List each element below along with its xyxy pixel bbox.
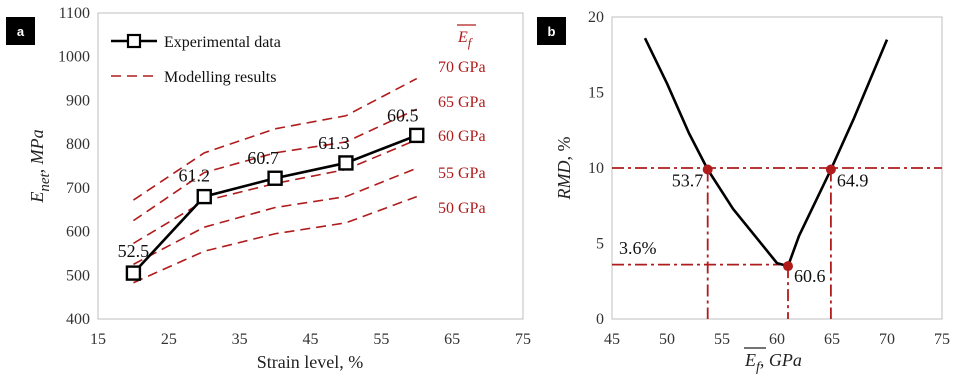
panel-b-y-tick-label: 5 [596,236,604,253]
panel-a-x-tick-label: 15 [90,331,106,348]
panel-a-y-tick-label: 1000 [58,49,90,66]
experimental-data-label: 60.7 [247,148,279,168]
rmd-minimum-label: 3.6% [619,238,657,258]
panel-a-label-badge [6,17,35,45]
experimental-data-label: 60.5 [387,105,419,125]
panel-b-label: b [548,24,556,39]
panel-a-y-tick-label: 600 [66,224,90,241]
panel-a-x-tick-label: 25 [161,331,177,348]
panel-b-y-tick-label: 15 [588,85,604,102]
modelling-curve-label: 65 GPa [438,94,486,111]
experimental-data-label: 61.3 [318,133,350,153]
panel-b-x-tick-label: 70 [879,331,895,348]
rmd-key-point [783,261,793,272]
panel-a-y-tick-label: 700 [66,180,90,197]
modelling-curve [133,195,418,284]
panel-b-y-tick-label: 20 [588,9,604,26]
modelling-curve [133,139,418,245]
panel-b-y-axis-title: RMD, % [554,137,574,201]
panel-b-x-tick-label: 50 [659,331,675,348]
panel-a-y-tick-label: 800 [66,136,90,153]
panel-a-y-tick-label: 900 [66,92,90,109]
legend-modelling-label: Modelling results [164,69,276,86]
modelling-curve-label: 70 GPa [438,59,486,76]
panel-b-x-tick-label: 65 [824,331,840,348]
modelling-curve [132,108,418,222]
panel-a-y-tick-label: 500 [66,267,90,284]
experimental-data-label: 61.2 [179,166,211,186]
panel-b-x-tick-label: 60 [769,331,785,348]
modelling-curve-label: 55 GPa [438,165,486,182]
rmd-key-point-label: 53.7 [672,171,704,191]
experimental-point [196,188,212,205]
panel-a-x-tick-label: 45 [303,331,319,348]
legend-experimental-label: Experimental data [164,34,281,51]
experimental-point [338,155,354,171]
modelling-curve-label: 50 GPa [438,200,486,217]
panel-a-y-axis-title: Enet, MPa [27,129,53,203]
panel-b: b 0 5 10 15 20 45 50 55 60 65 70 75 RMD, % Ef, GPa 53.7… [537,9,950,374]
experimental-point [267,170,283,186]
panel-a-plot-frame [97,12,524,320]
panel-b-x-tick-label: 75 [934,331,950,348]
panel-a-x-tick-label: 55 [373,331,389,348]
experimental-point [125,265,142,281]
panel-a-x-axis-title: Strain level, % [257,352,363,372]
modelling-curve-label: 60 GPa [438,128,486,145]
panel-b-label-badge [537,17,566,45]
panel-a: a 400 500 600 700 800 900 1000 1100 15 25 35 45 55 65 7… [6,5,531,372]
experimental-point [409,127,425,144]
panel-a-y-tick-label: 400 [66,311,90,328]
modelling-curve [132,77,418,201]
rmd-key-point-label: 60.6 [794,266,826,286]
panel-a-x-tick-label: 35 [232,331,248,348]
panel-a-x-tick-label: 75 [515,331,531,348]
panel-b-x-tick-label: 45 [604,331,620,348]
panel-b-y-tick-label: 10 [588,160,604,177]
panel-b-x-tick-label: 55 [714,331,730,348]
legend-title: Ef [457,29,474,50]
panel-a-label: a [17,24,25,39]
panel-a-y-tick-label: 1100 [59,5,90,22]
panel-b-y-tick-label: 0 [596,311,604,328]
rmd-key-point [825,164,836,175]
rmd-curve [643,37,889,268]
modelling-curve [133,167,418,266]
experimental-data-label: 52.5 [118,241,150,261]
panel-b-x-axis-title: Ef, GPa [744,350,802,374]
panel-a-x-tick-label: 65 [444,331,460,348]
legend-experimental-marker [126,33,142,49]
rmd-key-point-label: 64.9 [837,171,869,191]
rmd-key-point [702,164,713,175]
